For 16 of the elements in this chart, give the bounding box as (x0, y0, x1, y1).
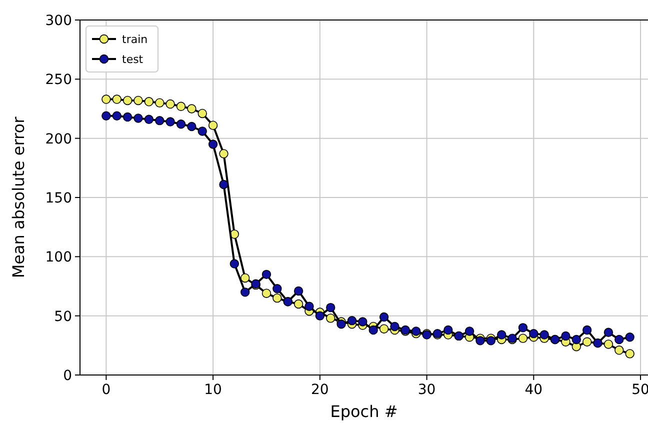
x-tick-label: 30 (418, 382, 436, 398)
x-tick-label: 10 (204, 382, 222, 398)
y-tick-label: 50 (54, 308, 72, 325)
legend-label: train (122, 33, 148, 46)
y-tick-label: 100 (45, 250, 72, 266)
y-tick-label: 250 (45, 72, 72, 88)
legend-label: test (122, 53, 144, 66)
x-tick-label: 40 (524, 382, 543, 398)
y-tick-label: 0 (63, 368, 72, 384)
y-axis-title: Mean absolute error (9, 116, 28, 278)
x-tick-label: 20 (311, 382, 329, 398)
y-tick-label: 200 (45, 131, 72, 148)
y-tick-label: 300 (45, 13, 72, 29)
y-tick-label: 150 (45, 190, 72, 206)
x-axis-title: Epoch # (330, 402, 398, 421)
x-tick-label: 0 (102, 382, 111, 398)
